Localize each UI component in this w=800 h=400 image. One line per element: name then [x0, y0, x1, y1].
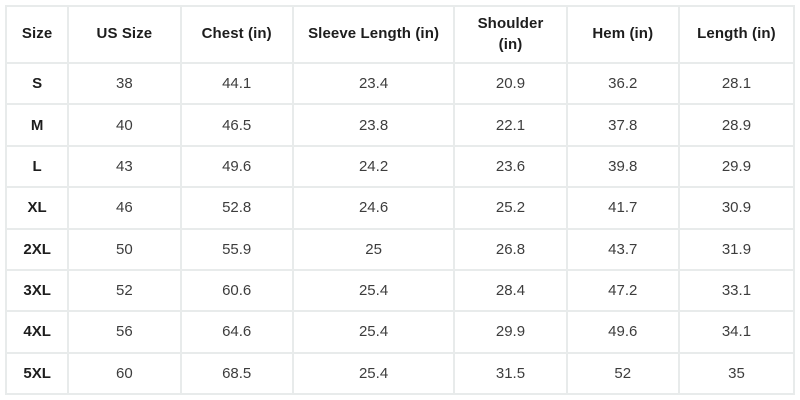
table-row: S 38 44.1 23.4 20.9 36.2 28.1 — [4, 61, 796, 106]
value-cell: 52.8 — [179, 186, 294, 230]
column-header-label: Length (in) — [697, 25, 776, 43]
column-header: US Size — [67, 5, 182, 64]
value-cell: 46.5 — [179, 103, 294, 147]
value-cell: 52 — [565, 351, 680, 396]
value-cell: 25.4 — [291, 310, 456, 354]
column-header-label: Sleeve Length (in) — [308, 25, 440, 43]
value-cell: 37.8 — [565, 103, 680, 147]
column-header: Length (in) — [677, 5, 796, 64]
value-cell: 68.5 — [179, 351, 294, 396]
size-chart-table: Size US Size Chest (in) Sleeve Length (in) S… — [4, 5, 796, 396]
value-cell: 23.6 — [453, 144, 568, 189]
value-cell: 38 — [67, 61, 182, 106]
size-cell: 3XL — [4, 268, 70, 313]
value-cell: 41.7 — [565, 186, 680, 230]
value-cell: 40 — [67, 103, 182, 147]
value-cell: 25.2 — [453, 186, 568, 230]
value-cell: 43 — [67, 144, 182, 189]
value-cell: 50 — [67, 227, 182, 271]
value-cell: 49.6 — [179, 144, 294, 189]
header-row: Size US Size Chest (in) Sleeve Length (in) S… — [4, 5, 796, 64]
size-cell: 2XL — [4, 227, 70, 271]
value-cell: 28.9 — [677, 103, 796, 147]
value-cell: 46 — [67, 186, 182, 230]
column-header: Chest (in) — [179, 5, 294, 64]
table-row: 3XL 52 60.6 25.4 28.4 47.2 33.1 — [4, 268, 796, 313]
table-row: 4XL 56 64.6 25.4 29.9 49.6 34.1 — [4, 310, 796, 354]
column-header: Size — [4, 5, 70, 64]
column-header-label: US Size — [96, 25, 153, 43]
value-cell: 64.6 — [179, 310, 294, 354]
column-header-label: Chest (in) — [201, 25, 272, 43]
value-cell: 26.8 — [453, 227, 568, 271]
value-cell: 25.4 — [291, 351, 456, 396]
value-cell: 56 — [67, 310, 182, 354]
value-cell: 55.9 — [179, 227, 294, 271]
size-cell: 4XL — [4, 310, 70, 354]
value-cell: 23.4 — [291, 61, 456, 106]
value-cell: 31.9 — [677, 227, 796, 271]
value-cell: 20.9 — [453, 61, 568, 106]
column-header-label: Hem (in) — [592, 25, 654, 43]
value-cell: 23.8 — [291, 103, 456, 147]
value-cell: 30.9 — [677, 186, 796, 230]
size-cell: L — [4, 144, 70, 189]
column-header: Hem (in) — [565, 5, 680, 64]
value-cell: 29.9 — [453, 310, 568, 354]
value-cell: 33.1 — [677, 268, 796, 313]
value-cell: 24.2 — [291, 144, 456, 189]
value-cell: 49.6 — [565, 310, 680, 354]
column-header: Shoulder (in) — [453, 5, 568, 64]
value-cell: 36.2 — [565, 61, 680, 106]
column-header-label: Size — [21, 25, 53, 43]
table-row: 2XL 50 55.9 25 26.8 43.7 31.9 — [4, 227, 796, 271]
size-cell: M — [4, 103, 70, 147]
table-header: Size US Size Chest (in) Sleeve Length (in) S… — [4, 5, 796, 64]
value-cell: 35 — [677, 351, 796, 396]
value-cell: 28.4 — [453, 268, 568, 313]
value-cell: 24.6 — [291, 186, 456, 230]
value-cell: 44.1 — [179, 61, 294, 106]
size-cell: 5XL — [4, 351, 70, 396]
size-cell: S — [4, 61, 70, 106]
value-cell: 60 — [67, 351, 182, 396]
column-header: Sleeve Length (in) — [291, 5, 456, 64]
value-cell: 25.4 — [291, 268, 456, 313]
value-cell: 47.2 — [565, 268, 680, 313]
column-header-label: Shoulder (in) — [477, 15, 544, 53]
value-cell: 43.7 — [565, 227, 680, 271]
value-cell: 34.1 — [677, 310, 796, 354]
value-cell: 60.6 — [179, 268, 294, 313]
value-cell: 22.1 — [453, 103, 568, 147]
value-cell: 39.8 — [565, 144, 680, 189]
value-cell: 31.5 — [453, 351, 568, 396]
table-row: M 40 46.5 23.8 22.1 37.8 28.9 — [4, 103, 796, 147]
value-cell: 52 — [67, 268, 182, 313]
size-cell: XL — [4, 186, 70, 230]
value-cell: 28.1 — [677, 61, 796, 106]
value-cell: 29.9 — [677, 144, 796, 189]
table-row: L 43 49.6 24.2 23.6 39.8 29.9 — [4, 144, 796, 189]
value-cell: 25 — [291, 227, 456, 271]
table-row: XL 46 52.8 24.6 25.2 41.7 30.9 — [4, 186, 796, 230]
table-body: S 38 44.1 23.4 20.9 36.2 28.1 M 40 46.5 23.8 22.1 37… — [4, 61, 796, 396]
table-row: 5XL 60 68.5 25.4 31.5 52 35 — [4, 351, 796, 396]
